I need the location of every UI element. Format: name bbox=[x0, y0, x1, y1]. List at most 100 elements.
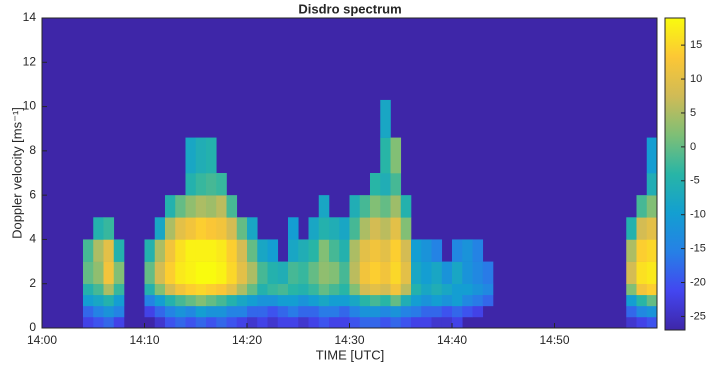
heatmap-cell bbox=[646, 283, 658, 296]
x-tick-label: 14:40 bbox=[437, 333, 467, 347]
heatmap-cell bbox=[267, 283, 279, 296]
heatmap-cell bbox=[411, 305, 422, 318]
heatmap-cell bbox=[226, 217, 238, 240]
heatmap-cell bbox=[236, 283, 248, 296]
heatmap-cell bbox=[349, 294, 361, 307]
heatmap-cell bbox=[185, 283, 197, 296]
heatmap-cell bbox=[226, 316, 238, 329]
heatmap-cell bbox=[288, 294, 299, 307]
heatmap-cell bbox=[206, 316, 217, 329]
heatmap-cell bbox=[165, 195, 176, 218]
y-tick-label: 10 bbox=[23, 99, 37, 113]
heatmap-cell bbox=[329, 305, 340, 318]
heatmap-cell bbox=[441, 294, 453, 307]
heatmap-cell bbox=[267, 261, 279, 285]
heatmap-cell bbox=[329, 239, 340, 262]
heatmap-cell bbox=[195, 137, 207, 174]
heatmap-cell bbox=[206, 305, 217, 318]
heatmap-cell bbox=[339, 261, 350, 285]
colorbar-tick-label: 10 bbox=[690, 73, 702, 85]
heatmap-cell bbox=[636, 316, 648, 329]
heatmap-cell bbox=[83, 316, 94, 329]
heatmap-cell bbox=[175, 305, 186, 318]
heatmap-cell bbox=[93, 316, 104, 329]
heatmap-cell bbox=[329, 261, 340, 285]
heatmap-cell bbox=[206, 173, 217, 196]
heatmap-cell bbox=[206, 217, 217, 240]
heatmap-cell bbox=[267, 239, 279, 262]
heatmap-cell bbox=[165, 305, 176, 318]
heatmap-cell bbox=[195, 239, 207, 262]
heatmap-cell bbox=[288, 261, 299, 285]
heatmap-cell bbox=[103, 239, 115, 262]
heatmap-cell bbox=[431, 283, 443, 296]
heatmap-cell bbox=[380, 173, 391, 196]
heatmap-cell bbox=[93, 305, 104, 318]
heatmap-cell bbox=[185, 137, 197, 174]
heatmap-cell bbox=[626, 294, 637, 307]
heatmap-cell bbox=[103, 305, 115, 318]
heatmap-cell bbox=[380, 239, 391, 262]
heatmap-cell bbox=[646, 239, 658, 262]
y-tick-label: 2 bbox=[29, 276, 36, 290]
heatmap-cell bbox=[646, 137, 658, 174]
heatmap-cell bbox=[103, 283, 115, 296]
heatmap-cell bbox=[472, 261, 484, 285]
heatmap-cell bbox=[390, 195, 402, 218]
heatmap-cell bbox=[195, 173, 207, 196]
heatmap-cell bbox=[267, 316, 279, 329]
heatmap-cell bbox=[370, 305, 381, 318]
heatmap-cell bbox=[400, 305, 412, 318]
heatmap-cell bbox=[226, 294, 238, 307]
heatmap-cell bbox=[626, 239, 637, 262]
heatmap-cell bbox=[421, 294, 432, 307]
heatmap-cell bbox=[236, 217, 248, 240]
heatmap-cell bbox=[462, 239, 473, 262]
heatmap-cell bbox=[195, 283, 207, 296]
heatmap-cell bbox=[93, 239, 104, 262]
heatmap-cell bbox=[390, 173, 402, 196]
heatmap-cell bbox=[431, 294, 443, 307]
heatmap-cell bbox=[636, 195, 648, 218]
heatmap-cell bbox=[482, 283, 494, 296]
heatmap-cell bbox=[359, 316, 371, 329]
heatmap-cell bbox=[93, 283, 104, 296]
heatmap-cell bbox=[267, 305, 279, 318]
heatmap-cell bbox=[298, 305, 309, 318]
heatmap-cell bbox=[452, 316, 463, 329]
heatmap-cell bbox=[277, 261, 289, 285]
heatmap-cell bbox=[452, 239, 463, 262]
heatmap-cell bbox=[421, 305, 432, 318]
heatmap-cell bbox=[216, 305, 227, 318]
heatmap-cell bbox=[482, 261, 494, 285]
heatmap-cell bbox=[370, 294, 381, 307]
heatmap-cell bbox=[462, 261, 473, 285]
heatmap-cell bbox=[216, 261, 227, 285]
heatmap-cell bbox=[206, 261, 217, 285]
heatmap-cell bbox=[185, 294, 197, 307]
heatmap-cell bbox=[390, 283, 402, 296]
heatmap-cell bbox=[257, 305, 268, 318]
heatmap-cell bbox=[103, 294, 115, 307]
heatmap-cell bbox=[247, 283, 258, 296]
heatmap-cell bbox=[144, 305, 156, 318]
heatmap-cell bbox=[431, 305, 443, 318]
heatmap-cell bbox=[308, 239, 320, 262]
heatmap-cell bbox=[462, 294, 473, 307]
y-tick-label: 14 bbox=[23, 10, 37, 24]
heatmap-cell bbox=[400, 261, 412, 285]
heatmap-cell bbox=[339, 239, 350, 262]
heatmap-cell bbox=[441, 283, 453, 296]
heatmap-cell bbox=[646, 261, 658, 285]
y-tick-label: 8 bbox=[29, 143, 36, 157]
heatmap-cell bbox=[318, 305, 330, 318]
heatmap-cell bbox=[216, 239, 227, 262]
heatmap-cell bbox=[154, 217, 166, 240]
heatmap-cell bbox=[370, 195, 381, 218]
heatmap-cell bbox=[277, 294, 289, 307]
heatmap-cell bbox=[113, 305, 125, 318]
heatmap-cell bbox=[339, 294, 350, 307]
heatmap-cell bbox=[113, 283, 125, 296]
heatmap-cell bbox=[83, 239, 94, 262]
